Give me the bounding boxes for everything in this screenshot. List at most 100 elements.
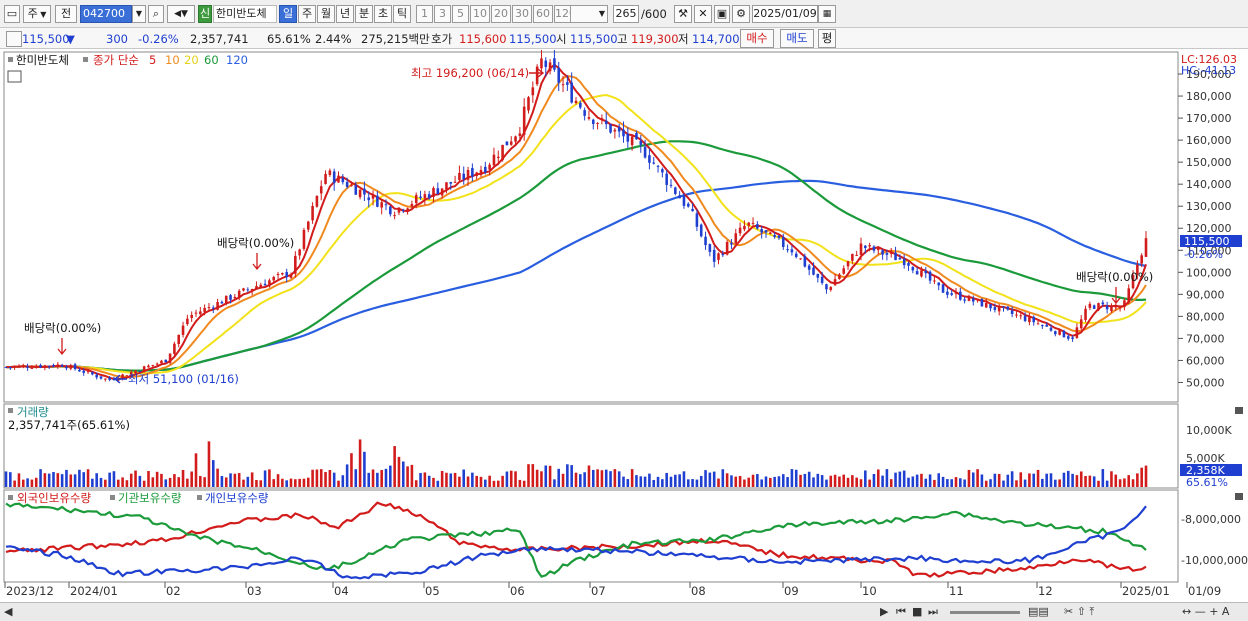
buy-button[interactable]: 매수 <box>740 29 774 48</box>
candle-body <box>1006 306 1010 310</box>
candle-body <box>652 162 656 164</box>
sell-button[interactable]: 매도 <box>780 29 814 48</box>
volume-bar <box>756 474 759 487</box>
interval-button-60[interactable]: 60 <box>533 5 553 23</box>
stop-icon[interactable]: ■ <box>912 605 923 618</box>
interval-button-20[interactable]: 20 <box>491 5 511 23</box>
period-tab-5[interactable]: 초 <box>374 5 392 23</box>
period-tab-2[interactable]: 월 <box>317 5 335 23</box>
volume-bar <box>116 479 120 487</box>
eval-button[interactable]: 평 <box>818 29 836 48</box>
date-input[interactable]: 2025/01/09 <box>752 5 818 23</box>
zoom-controls-icon[interactable]: ↔ — + A <box>1182 605 1230 618</box>
candle-body <box>794 253 798 258</box>
scroll-first-icon[interactable]: ⏮ <box>896 605 906 618</box>
market-select[interactable]: 주 ▼ <box>23 5 51 23</box>
volume-bar <box>449 473 453 487</box>
holdings-panel-frame <box>3 489 1179 583</box>
volume-bar <box>199 476 202 487</box>
calendar-icon[interactable]: ▦ <box>818 5 836 23</box>
candle-body <box>125 375 129 377</box>
scroll-left-icon[interactable]: ◀ <box>4 605 13 618</box>
stock-chart[interactable]: 2023/12 2024/01 02 03 04 05 06 07 08 09 10 11 12 2025… <box>0 50 1248 602</box>
chart-type-icon[interactable]: ⚒ <box>674 5 692 23</box>
interval-button-1[interactable]: 1 <box>416 5 433 23</box>
period-tab-1[interactable]: 주 <box>298 5 316 23</box>
volume-bar <box>928 474 932 487</box>
volume-bar <box>704 470 707 487</box>
volume-panel-close-icon[interactable] <box>1235 407 1243 414</box>
volume-bar <box>959 478 962 487</box>
volume-bar <box>363 451 366 487</box>
candle-body <box>984 302 988 308</box>
interval-button-3[interactable]: 3 <box>434 5 451 23</box>
current-price: 115,500 <box>22 32 70 46</box>
volume-bar <box>65 469 68 487</box>
scroll-right-icon[interactable]: ▶ <box>880 605 889 618</box>
candle-body <box>237 290 241 299</box>
window-menu-icon[interactable]: ▭ <box>4 5 20 23</box>
low-arrow-icon <box>113 374 127 384</box>
volume-bar <box>26 478 29 487</box>
volume-bar <box>91 478 94 487</box>
candle-body <box>894 252 897 261</box>
settings-gear-icon[interactable]: ⚙ <box>732 5 750 23</box>
interval-button-5[interactable]: 5 <box>452 5 469 23</box>
volume-bar <box>138 475 142 487</box>
candle-body <box>509 141 513 145</box>
volume-bar <box>129 473 133 487</box>
candle-body <box>1028 317 1031 323</box>
crosshair-icon[interactable]: ✕ <box>694 5 712 23</box>
zoom-slider[interactable] <box>950 611 1020 614</box>
quote-menu-icon[interactable] <box>6 31 22 47</box>
volume-bar <box>414 480 418 487</box>
candle-body <box>112 379 116 381</box>
period-tab-4[interactable]: 분 <box>355 5 373 23</box>
stock-code-input[interactable]: 042700 <box>80 5 132 23</box>
candle-body <box>786 249 789 251</box>
volume-bar <box>82 472 86 487</box>
candle-body <box>1097 303 1100 311</box>
volume-bar <box>380 470 383 487</box>
candle-body <box>570 82 573 103</box>
scroll-last-icon[interactable]: ⏭ <box>928 605 938 618</box>
volume-bar <box>669 476 673 487</box>
volume-bar <box>168 477 172 487</box>
volume-bar <box>509 470 513 487</box>
volume-bar <box>1015 480 1018 487</box>
volume-bar <box>803 473 807 487</box>
speaker-icon[interactable]: ◀▼ <box>167 5 195 23</box>
count-input[interactable]: 265 <box>613 5 639 23</box>
candle-body <box>246 289 250 291</box>
volume-bar <box>246 476 250 487</box>
interval-button-30[interactable]: 30 <box>512 5 532 23</box>
search-icon[interactable]: ⌕ <box>148 5 164 23</box>
period-tab-0[interactable]: 일 <box>279 5 297 23</box>
candle-body <box>319 186 323 194</box>
layout-icon[interactable]: ▤▤ <box>1028 605 1049 618</box>
volume-bar <box>207 441 211 487</box>
high-price: 119,300 <box>631 32 679 46</box>
save-icon[interactable]: ▣ <box>714 5 730 23</box>
period-tab-6[interactable]: 틱 <box>393 5 411 23</box>
prefix-button[interactable]: 전 <box>55 5 77 23</box>
interval-button-10[interactable]: 10 <box>470 5 490 23</box>
volume-bar <box>289 478 293 487</box>
code-dropdown-icon[interactable]: ▼ <box>132 5 146 23</box>
table-view-icon[interactable] <box>7 70 22 83</box>
volume-bar <box>423 472 427 487</box>
volume-bar <box>773 476 776 487</box>
volume-bar <box>501 475 504 487</box>
candle-body <box>583 110 586 116</box>
candle-body <box>1101 302 1105 305</box>
tools-icon[interactable]: ✂ ⇧ ⤒ <box>1064 605 1095 618</box>
period-tab-3[interactable]: 년 <box>336 5 354 23</box>
volume-bar <box>224 477 228 487</box>
candle-body <box>73 364 77 370</box>
holdings-panel-close-icon[interactable] <box>1235 493 1243 500</box>
interval-dropdown[interactable]: ▼ <box>570 5 608 23</box>
volume-bar <box>548 465 552 487</box>
volume-bar <box>104 479 107 487</box>
volume-bar <box>177 477 181 487</box>
volume-bar <box>272 479 276 487</box>
